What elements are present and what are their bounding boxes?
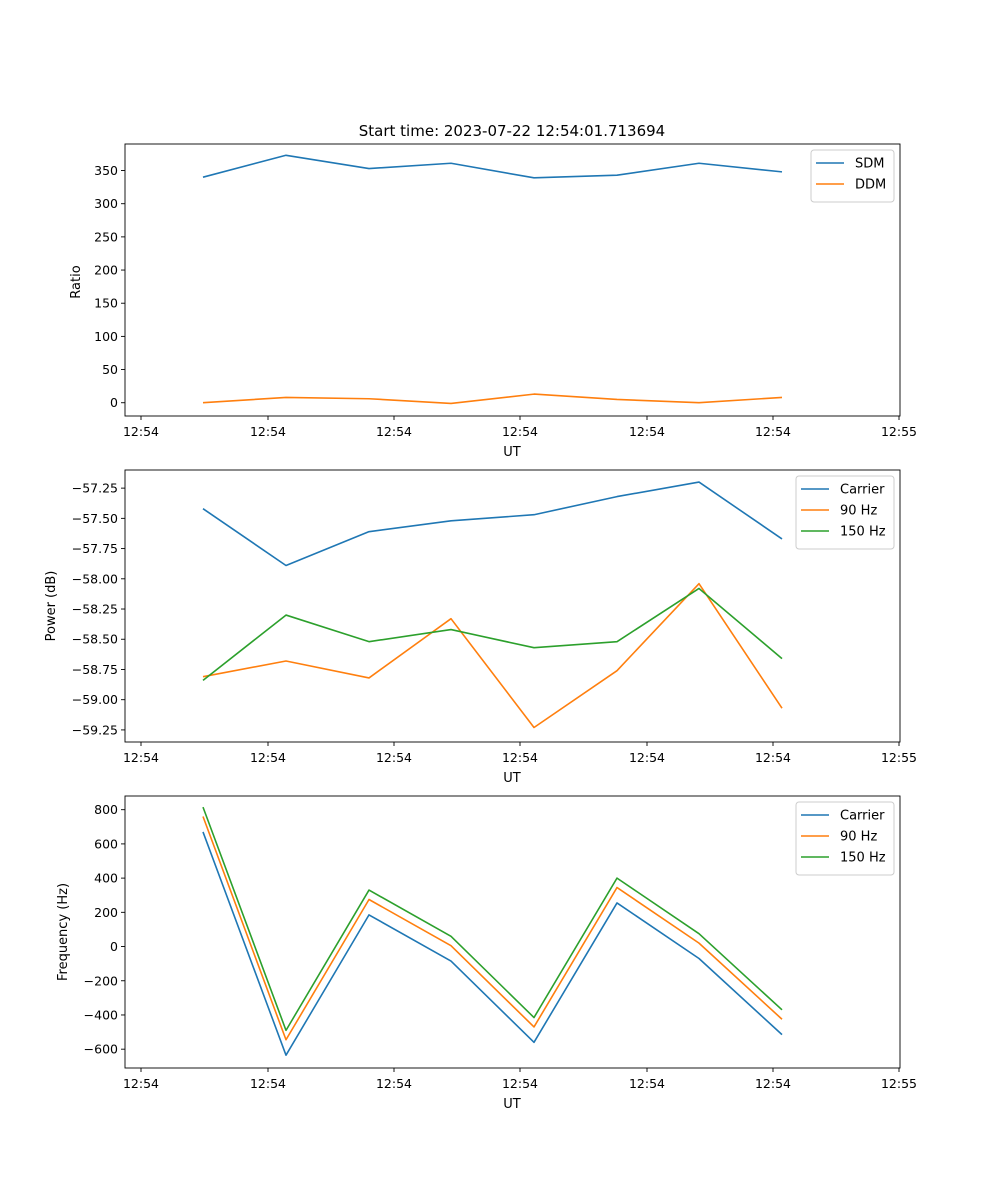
series-line-150-hz	[202, 806, 783, 1032]
x-axis-label: UT	[503, 1097, 521, 1112]
y-tick-label: −57.75	[72, 541, 118, 556]
y-tick-label: 400	[94, 871, 118, 886]
series-line-carrier	[202, 481, 783, 567]
x-tick-label: 12:54	[376, 750, 412, 765]
y-tick-label: −58.50	[72, 632, 118, 647]
x-tick-label: 12:54	[502, 750, 538, 765]
ratio-plot-area: 0 50 100 150 200 250 300 350 12:54 12:54 12:54 12:5…	[94, 143, 917, 439]
x-axis-label: UT	[503, 445, 521, 460]
x-tick-label: 12:54	[755, 1076, 791, 1091]
ratio-panel: Start time: 2023-07-22 12:54:01.713694 0…	[69, 122, 917, 460]
y-tick-label: 800	[94, 802, 118, 817]
y-tick-label: −200	[84, 973, 118, 988]
y-tick-label: 300	[94, 196, 118, 211]
legend-label: 90 Hz	[840, 830, 877, 845]
y-tick-label: 50	[102, 362, 118, 377]
y-tick-label: 200	[94, 905, 118, 920]
chart-title: Start time: 2023-07-22 12:54:01.713694	[359, 122, 665, 140]
legend-label: DDM	[855, 178, 886, 193]
x-tick-label: 12:54	[629, 424, 665, 439]
y-tick-label: 200	[94, 263, 118, 278]
y-tick-label: 0	[110, 939, 118, 954]
legend-label: Carrier	[840, 809, 885, 824]
power-panel: −59.25 −59.00 −58.75 −58.50 −58.25 −58.00 −57.…	[44, 469, 917, 786]
x-tick-label: 12:54	[376, 1076, 412, 1091]
legend-label: Carrier	[840, 483, 885, 498]
x-tick-label: 12:54	[755, 750, 791, 765]
frequency-panel: −600 −400 −200 0 200 400 600 800 12:54 12:54 12:54…	[56, 795, 917, 1112]
legend-label: 150 Hz	[840, 525, 886, 540]
x-tick-label: 12:54	[376, 424, 412, 439]
y-axis-label: Ratio	[69, 265, 84, 298]
x-tick-label: 12:54	[502, 424, 538, 439]
x-tick-label: 12:54	[755, 424, 791, 439]
series-line-ddm	[202, 393, 783, 405]
x-tick-label: 12:54	[250, 750, 286, 765]
frequency-plot-area: −600 −400 −200 0 200 400 600 800 12:54 12:54 12:54…	[84, 795, 917, 1091]
axes-frame	[124, 143, 901, 417]
x-tick-label: 12:54	[629, 750, 665, 765]
x-tick-label: 12:54	[502, 1076, 538, 1091]
axes-frame	[124, 795, 901, 1069]
y-tick-label: 350	[94, 163, 118, 178]
x-tick-label: 12:54	[123, 424, 159, 439]
y-tick-label: −59.25	[72, 722, 118, 737]
y-tick-label: −57.50	[72, 511, 118, 526]
x-tick-label: 12:55	[881, 750, 917, 765]
series-line-carrier	[202, 831, 783, 1056]
y-tick-label: 100	[94, 329, 118, 344]
y-axis-label: Power (dB)	[44, 571, 59, 642]
y-tick-label: −58.25	[72, 602, 118, 617]
y-tick-label: −58.75	[72, 662, 118, 677]
axes-frame	[124, 469, 901, 743]
y-tick-label: 600	[94, 836, 118, 851]
y-tick-label: 250	[94, 229, 118, 244]
y-tick-label: −57.25	[72, 481, 118, 496]
legend-label: 90 Hz	[840, 504, 877, 519]
series-line-90-hz	[202, 816, 783, 1041]
x-tick-label: 12:54	[123, 1076, 159, 1091]
legend-label: SDM	[855, 157, 884, 172]
x-tick-label: 12:54	[123, 750, 159, 765]
series-line-150-hz	[202, 587, 783, 681]
series-line-sdm	[202, 154, 783, 179]
power-plot-area: −59.25 −59.00 −58.75 −58.50 −58.25 −58.00 −57.…	[72, 469, 917, 765]
legend-label: 150 Hz	[840, 851, 886, 866]
x-tick-label: 12:55	[881, 424, 917, 439]
y-axis-label: Frequency (Hz)	[56, 883, 71, 981]
y-tick-label: −59.00	[72, 692, 118, 707]
x-tick-label: 12:55	[881, 1076, 917, 1091]
x-tick-label: 12:54	[629, 1076, 665, 1091]
y-tick-label: −400	[84, 1007, 118, 1022]
y-tick-label: 150	[94, 296, 118, 311]
x-tick-label: 12:54	[250, 1076, 286, 1091]
y-tick-label: −58.00	[72, 571, 118, 586]
x-tick-label: 12:54	[250, 424, 286, 439]
y-tick-label: 0	[110, 395, 118, 410]
x-axis-label: UT	[503, 771, 521, 786]
y-tick-label: −600	[84, 1042, 118, 1057]
